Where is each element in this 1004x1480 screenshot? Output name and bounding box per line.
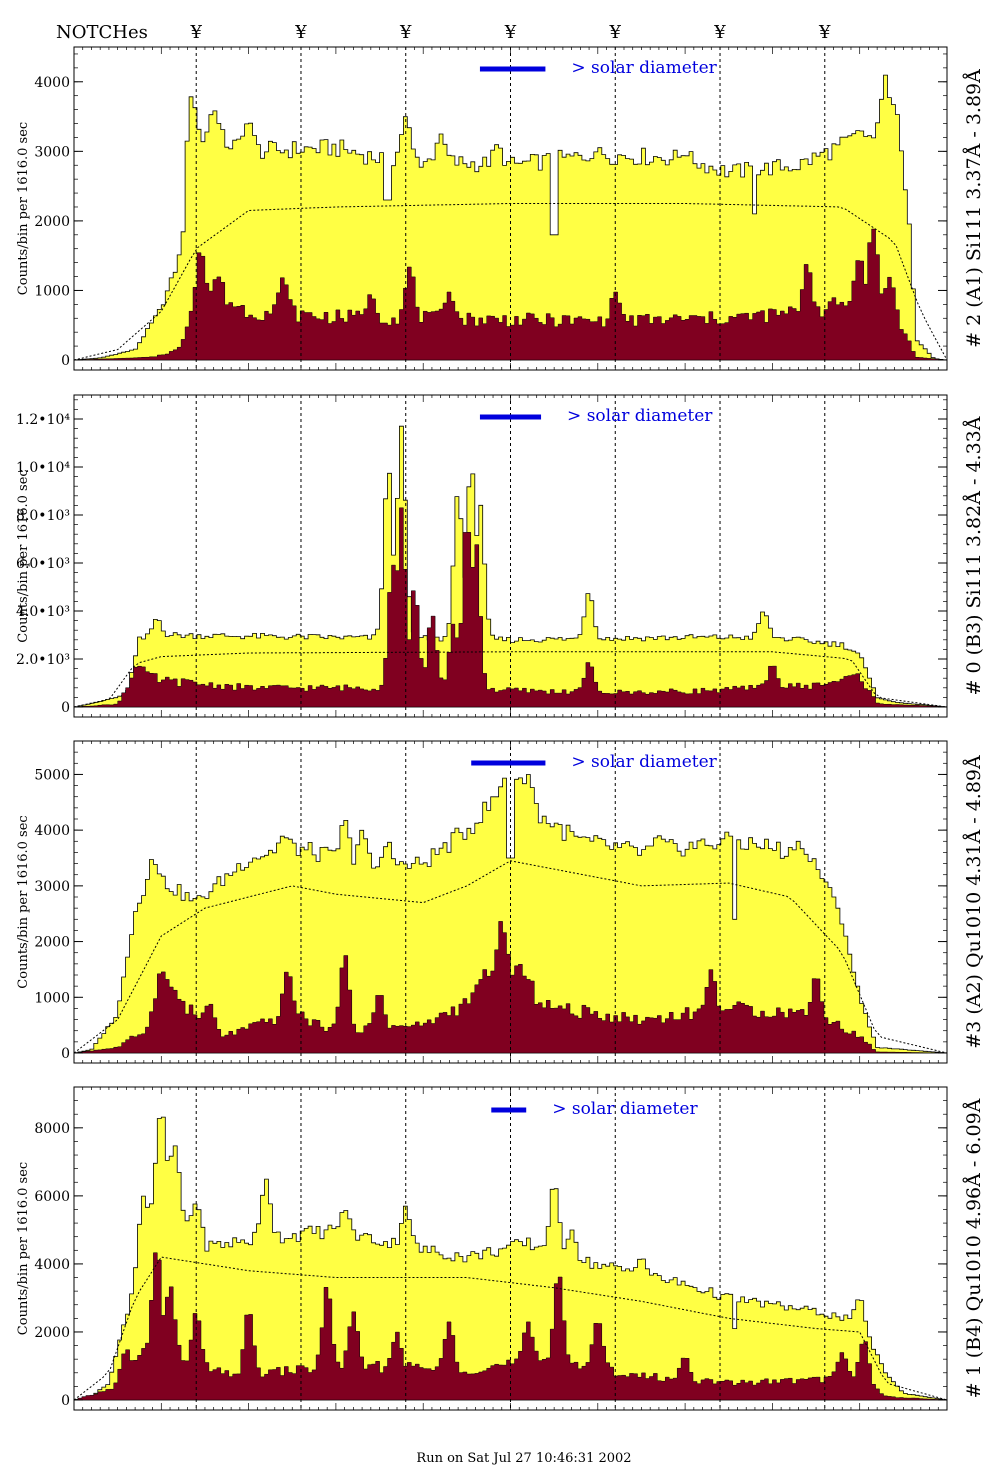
- y-axis-label: Counts/bin per 1616.0 sec: [16, 469, 31, 642]
- model-curve: [74, 860, 947, 1054]
- y-axis-label: Counts/bin per 1616.0 sec: [16, 815, 31, 988]
- notch-symbol-1: ¥: [189, 22, 202, 43]
- y-tick-label: 0: [61, 1393, 70, 1409]
- y-tick-label: 5000: [34, 767, 70, 783]
- panel-3: 0 1000 2000 3000 4000 5000 Counts/bin per 1616…: [16, 740, 985, 1064]
- y-tick-label: 4000: [34, 823, 70, 839]
- y-tick-label: 1000: [34, 283, 70, 299]
- y-tick-label: 8000: [34, 1121, 70, 1137]
- y-tick-label: 3000: [34, 144, 70, 160]
- y-tick-label: 1000: [34, 990, 70, 1006]
- y-tick-label: 2000: [34, 214, 70, 230]
- notch-symbol-3: ¥: [399, 22, 412, 43]
- y-axis-label: Counts/bin per 1616.0 sec: [16, 122, 31, 295]
- y-tick-label: 1.2•10⁴: [16, 412, 70, 428]
- y-tick-label: 2000: [34, 935, 70, 951]
- y-tick-label: 4.0•10³: [16, 604, 70, 620]
- line-counts-histogram: [74, 228, 947, 361]
- panel-1: 0 1000 2000 3000 4000 Counts/bin per 1616.0 s…: [16, 46, 985, 371]
- solar-diameter-label: > solar diameter: [567, 406, 713, 426]
- notch-symbol-7: ¥: [818, 22, 831, 43]
- y-tick-label: 0: [61, 700, 70, 716]
- y-tick-label: 1.0•10⁴: [16, 460, 70, 476]
- panel-side-label: #3 (A2) Qu1010 4.31Å - 4.89Å: [963, 755, 985, 1049]
- notch-symbol-6: ¥: [713, 22, 726, 43]
- y-tick-label: 2.0•10³: [16, 652, 70, 668]
- notch-symbols: ¥ ¥ ¥ ¥ ¥ ¥ ¥: [189, 22, 831, 43]
- panel-side-label: # 2 (A1) Si111 3.37Å - 3.89Å: [963, 69, 985, 348]
- solar-diameter-label: > solar diameter: [571, 752, 717, 772]
- model-curve: [74, 1256, 947, 1401]
- panel-4: 0 2000 4000 6000 8000 Counts/bin per 1616.0 s…: [16, 1086, 985, 1411]
- run-timestamp: Run on Sat Jul 27 10:46:31 2002: [416, 1451, 631, 1466]
- model-curve: [74, 651, 947, 708]
- notch-symbol-2: ¥: [294, 22, 307, 43]
- notch-symbol-5: ¥: [609, 22, 622, 43]
- y-tick-label: 4000: [34, 1257, 70, 1273]
- y-tick-label: 0: [61, 1046, 70, 1062]
- notches-label: NOTCHes: [56, 22, 148, 43]
- y-tick-label: 0: [61, 353, 70, 369]
- y-tick-label: 6.0•10³: [16, 556, 70, 572]
- panel-side-label: # 1 (B4) Qu1010 4.96Å - 6.09Å: [963, 1098, 985, 1398]
- solar-diameter-label: > solar diameter: [571, 58, 717, 78]
- total-counts-histogram: [74, 1116, 947, 1401]
- y-tick-label: 2000: [34, 1325, 70, 1341]
- notch-symbol-4: ¥: [504, 22, 517, 43]
- y-tick-label: 4000: [34, 75, 70, 91]
- y-axis-label: Counts/bin per 1616.0 sec: [16, 1162, 31, 1335]
- panel-2: 0 2.0•10³ 4.0•10³ 6.0•10³ 8.0•10³ 1.0•10⁴ 1.2•…: [16, 394, 985, 718]
- y-tick-label: 6000: [34, 1189, 70, 1205]
- panel-side-label: # 0 (B3) Si111 3.82Å - 4.33Å: [963, 416, 985, 695]
- y-tick-label: 3000: [34, 879, 70, 895]
- solar-diameter-label: > solar diameter: [552, 1099, 698, 1119]
- y-tick-label: 8.0•10³: [16, 508, 70, 524]
- line-counts-histogram: [74, 507, 947, 708]
